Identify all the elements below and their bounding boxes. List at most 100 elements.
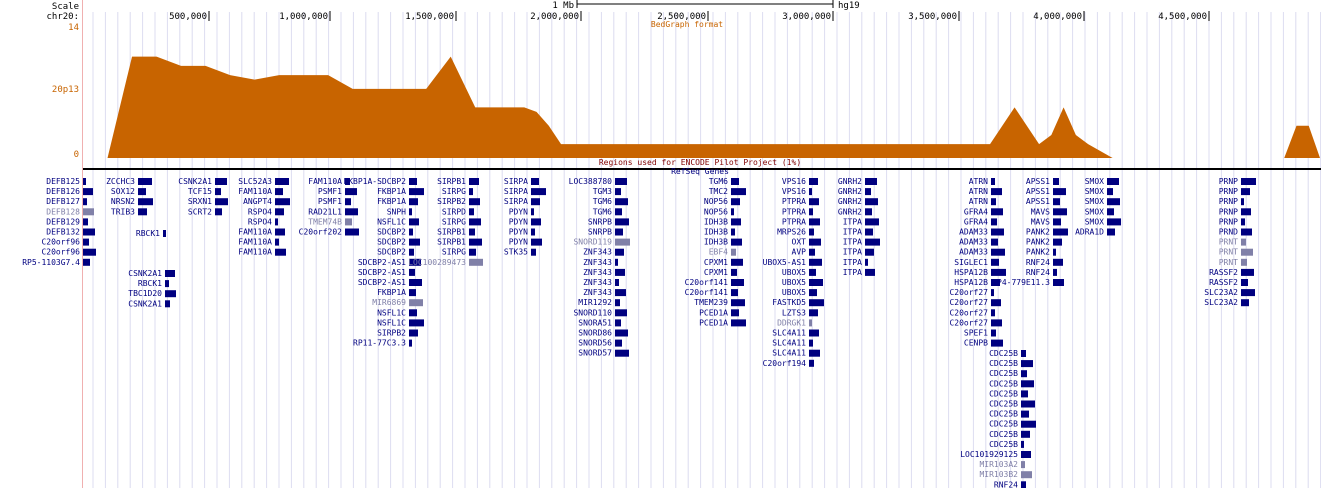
gene-label[interactable]: PRNP <box>1219 177 1238 186</box>
gene-feature[interactable] <box>615 289 626 297</box>
gene-feature[interactable] <box>165 270 175 277</box>
gene-label[interactable]: SLC4A11 <box>772 349 806 358</box>
gene-feature[interactable] <box>469 258 483 266</box>
gene-feature[interactable] <box>809 289 817 297</box>
gene-feature[interactable] <box>1053 228 1068 236</box>
gene-feature[interactable] <box>731 238 742 246</box>
gene-feature[interactable] <box>215 208 222 216</box>
gene-label[interactable]: SIRPA <box>504 197 528 206</box>
gene-label[interactable]: SIRPB1 <box>437 238 466 247</box>
gene-feature[interactable] <box>731 218 741 226</box>
gene-feature[interactable] <box>809 228 814 236</box>
gene-label[interactable]: FKBP1A <box>377 288 406 297</box>
gene-feature[interactable] <box>409 339 412 347</box>
gene-label[interactable]: SLC52A3 <box>238 177 272 186</box>
gene-label[interactable]: ANGPT4 <box>243 197 272 206</box>
gene-feature[interactable] <box>1241 198 1244 206</box>
gene-feature[interactable] <box>409 309 417 317</box>
gene-feature[interactable] <box>1053 188 1066 196</box>
gene-label[interactable]: EBF4 <box>709 248 728 257</box>
gene-feature[interactable] <box>731 319 746 327</box>
gene-feature[interactable] <box>275 248 286 256</box>
gene-feature[interactable] <box>615 279 619 286</box>
gene-label[interactable]: MAVS <box>1031 207 1050 216</box>
gene-label[interactable]: TRIB3 <box>111 207 135 216</box>
gene-feature[interactable] <box>409 248 414 256</box>
gene-label[interactable]: RSPO4 <box>248 207 272 216</box>
gene-label[interactable]: MIR103B2 <box>979 470 1018 479</box>
gene-label[interactable]: FKBP1A <box>377 187 406 196</box>
gene-label[interactable]: UBOX5 <box>782 288 806 297</box>
gene-feature[interactable] <box>991 339 1003 347</box>
gene-label[interactable]: APSS1 <box>1026 177 1050 186</box>
gene-label[interactable]: SLC4A11 <box>772 329 806 338</box>
gene-feature[interactable] <box>83 218 88 226</box>
gene-feature[interactable] <box>83 258 90 266</box>
gene-label[interactable]: MIR6869 <box>372 298 406 307</box>
gene-label[interactable]: RAD21L1 <box>308 207 342 216</box>
gene-label[interactable]: FKBP1A <box>377 197 406 206</box>
gene-label[interactable]: SNORD86 <box>578 329 612 338</box>
gene-label[interactable]: FAM110A <box>238 187 272 196</box>
gene-label[interactable]: IDH3B <box>704 228 728 237</box>
gene-label[interactable]: C20orf27 <box>949 288 988 297</box>
gene-label[interactable]: SLC23A2 <box>1204 288 1238 297</box>
gene-feature[interactable] <box>865 268 875 276</box>
gene-label[interactable]: HSPA12B <box>954 268 988 277</box>
gene-label[interactable]: PRNP <box>1219 207 1238 216</box>
gene-label[interactable]: RP11-77C3.3 <box>353 339 406 348</box>
gene-feature[interactable] <box>809 178 818 185</box>
gene-label[interactable]: CDC25B <box>989 430 1018 439</box>
gene-feature[interactable] <box>615 258 618 266</box>
gene-label[interactable]: PRNT <box>1219 248 1238 257</box>
gene-feature[interactable] <box>275 218 278 226</box>
gene-label[interactable]: FAM110A <box>238 238 272 247</box>
gene-feature[interactable] <box>409 319 424 327</box>
gene-label[interactable]: C20orf27 <box>949 308 988 317</box>
gene-feature[interactable] <box>731 208 734 216</box>
gene-feature[interactable] <box>615 238 630 246</box>
gene-feature[interactable] <box>1021 451 1031 458</box>
gene-feature[interactable] <box>991 218 997 226</box>
gene-feature[interactable] <box>865 178 877 185</box>
gene-feature[interactable] <box>409 268 415 276</box>
gene-label[interactable]: CSNK2A1 <box>128 299 162 308</box>
gene-feature[interactable] <box>469 228 475 236</box>
gene-label[interactable]: PRNP <box>1219 197 1238 206</box>
gene-feature[interactable] <box>731 299 745 307</box>
gene-label[interactable]: CDC25B <box>989 400 1018 409</box>
gene-feature[interactable] <box>991 178 995 185</box>
gene-feature[interactable] <box>1021 360 1033 368</box>
gene-feature[interactable] <box>409 188 424 196</box>
gene-label[interactable]: TMC2 <box>709 187 728 196</box>
gene-label[interactable]: PRNP <box>1219 217 1238 226</box>
gene-label[interactable]: PRND <box>1219 228 1238 237</box>
gene-label[interactable]: MIR1292 <box>578 298 612 307</box>
gene-label[interactable]: MAVS <box>1031 217 1050 226</box>
gene-label[interactable]: PANK2 <box>1026 228 1050 237</box>
gene-feature[interactable] <box>409 228 413 236</box>
gene-label[interactable]: RP5-1103G7.4 <box>22 258 80 267</box>
gene-feature[interactable] <box>809 218 820 226</box>
gene-label[interactable]: AVP <box>792 248 807 257</box>
gene-label[interactable]: DEFB129 <box>46 217 80 226</box>
gene-label[interactable]: FKBP1A-SDCBP2 <box>343 177 406 186</box>
gene-label[interactable]: MIR103A2 <box>979 460 1018 469</box>
gene-label[interactable]: DEFB132 <box>46 228 80 237</box>
gene-label[interactable]: CPXM1 <box>704 268 728 277</box>
gene-feature[interactable] <box>731 258 743 266</box>
gene-feature[interactable] <box>409 198 418 206</box>
gene-feature[interactable] <box>731 228 735 236</box>
gene-label[interactable]: SIRPD <box>442 207 466 216</box>
gene-label[interactable]: SMOX <box>1085 197 1104 206</box>
gene-feature[interactable] <box>615 178 627 185</box>
gene-label[interactable]: C20orf202 <box>299 228 343 237</box>
gene-feature[interactable] <box>809 349 820 357</box>
gene-label[interactable]: RASSF2 <box>1209 268 1238 277</box>
gene-label[interactable]: CSNK2A1 <box>128 269 162 278</box>
gene-label[interactable]: OXT <box>792 238 807 247</box>
gene-label[interactable]: RP4-779E11.3 <box>992 278 1050 287</box>
gene-label[interactable]: PTPRA <box>782 197 806 206</box>
gene-label[interactable]: APSS1 <box>1026 187 1050 196</box>
gene-feature[interactable] <box>731 188 746 196</box>
